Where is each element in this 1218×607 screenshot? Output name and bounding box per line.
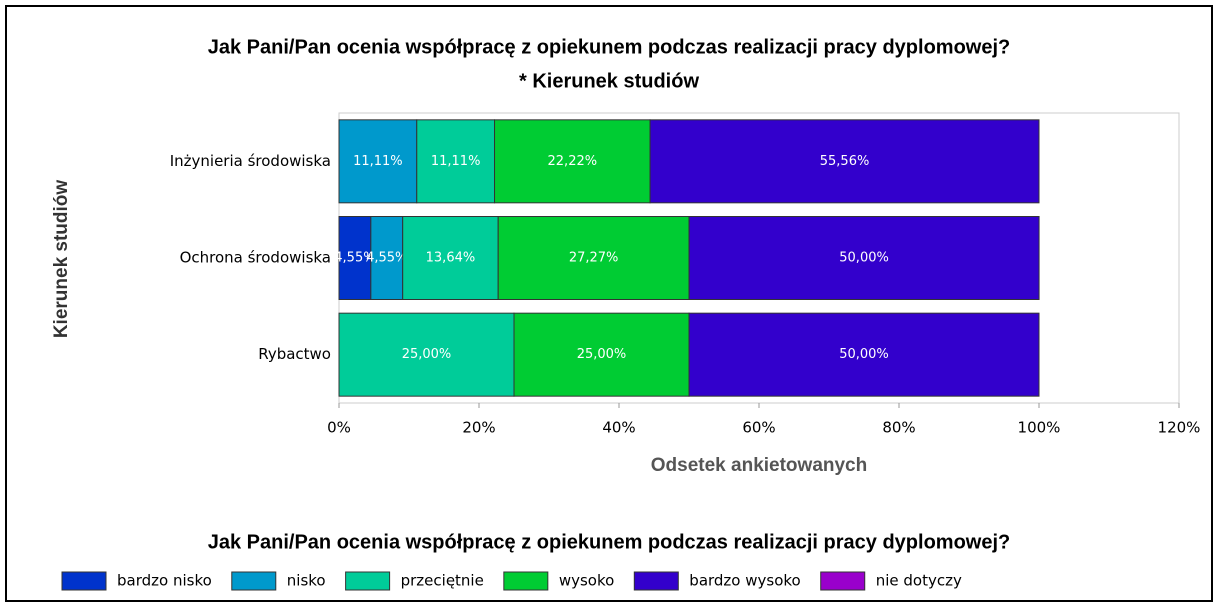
value-label: 50,00% <box>839 251 889 266</box>
legend-title: Jak Pani/Pan ocenia współpracę z opiekun… <box>208 531 1011 553</box>
value-label: 13,64% <box>426 251 476 266</box>
legend-label: bardzo wysoko <box>689 572 800 590</box>
bar-segment <box>416 119 496 204</box>
legend-label: nisko <box>287 572 326 590</box>
x-tick-label: 80% <box>882 419 915 437</box>
bar-segment <box>513 312 690 397</box>
value-label: 4,55% <box>334 251 375 266</box>
bar-segment <box>370 216 404 300</box>
chart-title: Jak Pani/Pan ocenia współpracę z opiekun… <box>208 36 1011 58</box>
legend-label: nie dotyczy <box>876 572 962 590</box>
legend-label: przeciętnie <box>401 572 484 590</box>
value-label: 55,56% <box>820 154 870 169</box>
x-tick-label: 120% <box>1158 419 1201 437</box>
value-label: 11,11% <box>353 154 403 169</box>
value-label: 25,00% <box>577 347 627 362</box>
bar-segment <box>497 216 690 300</box>
value-label: 27,27% <box>569 251 619 266</box>
x-tick-label: 40% <box>602 419 635 437</box>
value-label: 11,11% <box>431 154 481 169</box>
value-label: 22,22% <box>548 154 598 169</box>
chart-subtitle: * Kierunek studiów <box>519 70 699 92</box>
y-axis-title: Kierunek studiów <box>51 180 72 339</box>
y-tick-label: Inżynieria środowiska <box>170 152 331 170</box>
y-tick-label: Rybactwo <box>258 345 331 363</box>
y-tick-label: Ochrona środowiska <box>180 249 331 267</box>
x-axis-title: Odsetek ankietowanych <box>651 455 867 476</box>
bar-segment <box>494 119 651 204</box>
bar-segment <box>688 312 1040 397</box>
legend-swatch <box>61 571 107 591</box>
x-tick-label: 60% <box>742 419 775 437</box>
value-label: 25,00% <box>402 347 452 362</box>
x-tick-label: 0% <box>327 419 351 437</box>
legend-swatch <box>503 571 549 591</box>
bar-segment <box>338 119 418 204</box>
legend-label: bardzo nisko <box>117 572 212 590</box>
bar-segment <box>338 312 515 397</box>
value-label: 4,55% <box>366 251 407 266</box>
x-tick-label: 20% <box>462 419 495 437</box>
legend-swatch <box>820 571 866 591</box>
legend-label: wysoko <box>559 572 614 590</box>
legend-swatch <box>345 571 391 591</box>
legend-swatch <box>231 571 277 591</box>
value-label: 50,00% <box>839 347 889 362</box>
legend-swatch <box>633 571 679 591</box>
bar-segment <box>688 216 1040 300</box>
bar-segment <box>649 119 1040 204</box>
x-tick-label: 100% <box>1018 419 1061 437</box>
